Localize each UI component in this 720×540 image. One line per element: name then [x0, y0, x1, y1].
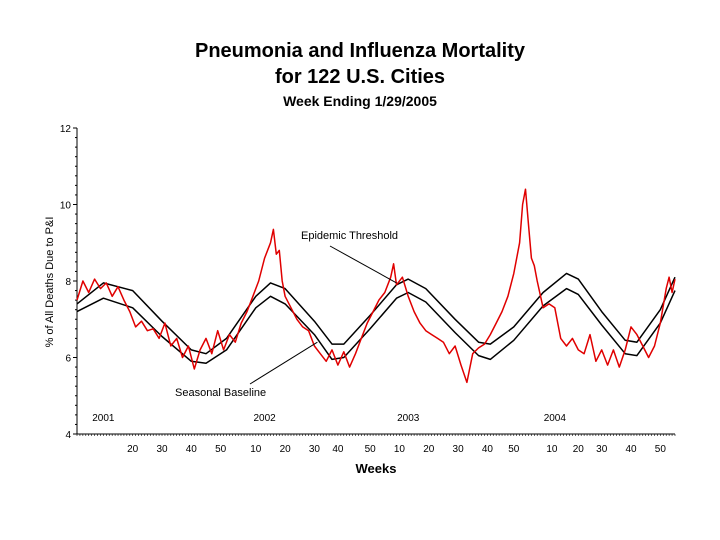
- year-label: 2001: [92, 413, 115, 424]
- y-tick-label: 10: [60, 201, 72, 212]
- x-tick-label: 40: [186, 444, 198, 455]
- x-tick-label: 50: [365, 444, 377, 455]
- x-tick-label: 50: [215, 444, 227, 455]
- x-tick-label: 20: [573, 444, 585, 455]
- year-label: 2002: [253, 413, 276, 424]
- year-label: 2004: [544, 413, 567, 424]
- seasonal-baseline-line: [76, 287, 676, 364]
- x-tick-label: 30: [309, 444, 321, 455]
- epidemic-threshold-line: [76, 272, 676, 355]
- chart-title-line2: for 122 U.S. Cities: [274, 66, 446, 88]
- chart-title: Pneumonia and Influenza Mortality: [194, 40, 526, 62]
- seasonal-baseline-annotation: Seasonal Baseline: [175, 387, 266, 399]
- x-tick-label: 40: [625, 444, 637, 455]
- seasonal-baseline-leader: [249, 341, 318, 385]
- x-tick-label: 10: [250, 444, 262, 455]
- y-tick-label: 8: [65, 277, 71, 288]
- chart-subtitle: Week Ending 1/29/2005: [283, 93, 437, 109]
- pi-mortality-line: [76, 188, 676, 384]
- x-tick-label: 10: [546, 444, 558, 455]
- y-tick-label: 6: [65, 354, 71, 365]
- epidemic-threshold-leader: [329, 245, 397, 284]
- x-tick-label: 20: [423, 444, 435, 455]
- x-tick-label: 20: [127, 444, 139, 455]
- x-tick-label: 30: [453, 444, 465, 455]
- x-tick-label: 50: [655, 444, 667, 455]
- epidemic-threshold-annotation: Epidemic Threshold: [301, 230, 398, 242]
- x-axis-label: Weeks: [355, 461, 397, 476]
- y-tick-label: 12: [60, 124, 72, 135]
- x-tick-label: 10: [394, 444, 406, 455]
- x-tick-label: 30: [156, 444, 168, 455]
- year-label: 2003: [397, 413, 420, 424]
- x-tick-label: 50: [508, 444, 520, 455]
- x-tick-label: 40: [482, 444, 494, 455]
- x-tick-label: 40: [332, 444, 344, 455]
- y-tick-label: 4: [65, 430, 71, 441]
- y-axis-label: % of All Deaths Due to P&I: [44, 216, 56, 348]
- x-tick-label: 30: [596, 444, 608, 455]
- x-tick-label: 20: [280, 444, 292, 455]
